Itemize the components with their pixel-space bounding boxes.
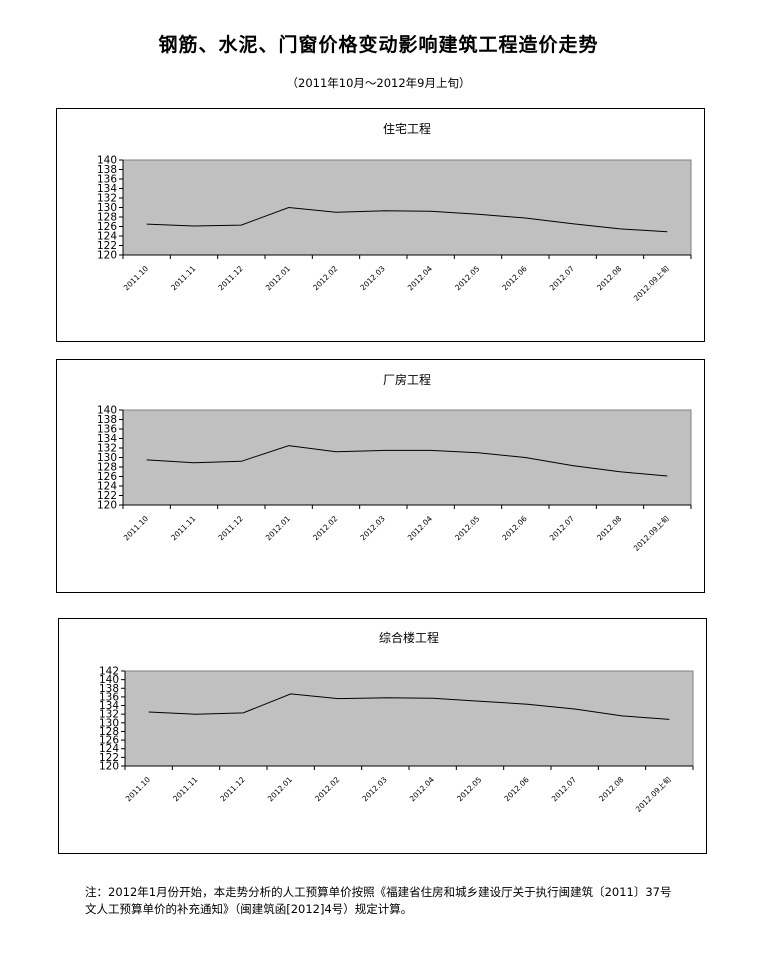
x-tick-label: 2012.07	[548, 514, 576, 542]
y-tick-label: 134	[97, 183, 117, 195]
y-tick-label: 138	[97, 414, 117, 426]
x-tick-label: 2012.09上旬	[631, 513, 671, 553]
y-tick-label: 132	[99, 709, 119, 721]
x-tick-label: 2012.08	[595, 514, 623, 542]
y-tick-label: 120	[99, 761, 119, 773]
x-tick-label: 2012.04	[408, 775, 436, 803]
x-tick-label: 2012.05	[453, 264, 481, 292]
y-tick-label: 124	[99, 743, 119, 755]
chart-title: 住宅工程	[383, 121, 431, 136]
y-tick-label: 134	[99, 700, 119, 712]
series-line	[146, 445, 668, 477]
y-tick-label: 130	[97, 452, 117, 464]
chart-complex: 综合楼工程 12012212412612813013213413613814014…	[99, 630, 694, 814]
y-tick-label: 126	[97, 471, 117, 483]
y-tick-label: 136	[99, 691, 119, 703]
x-tick-label: 2012.06	[500, 264, 528, 292]
y-tick-label: 140	[99, 674, 119, 686]
x-tick-label: 2012.01	[264, 514, 292, 542]
y-tick-label: 128	[99, 726, 119, 738]
x-tick-label: 2012.08	[597, 775, 625, 803]
y-tick-label: 120	[97, 500, 117, 512]
x-tick-label: 2011.12	[216, 514, 244, 542]
x-tick-label: 2012.03	[358, 264, 386, 292]
y-tick-label: 136	[97, 424, 117, 436]
y-tick-label: 124	[97, 231, 117, 243]
x-tick-label: 2011.12	[216, 264, 244, 292]
x-tick-label: 2011.11	[171, 775, 199, 803]
y-tick-label: 130	[97, 202, 117, 214]
y-tick-label: 124	[97, 481, 117, 493]
y-tick-label: 130	[99, 717, 119, 729]
y-tick-label: 128	[97, 462, 117, 474]
x-tick-label: 2012.02	[313, 775, 341, 803]
y-tick-label: 122	[97, 240, 117, 252]
chart-panel-residential: 住宅工程 120 122 124 126 128 130 132 134 136 138 140 201…	[56, 108, 705, 342]
x-tick-label: 2012.03	[360, 775, 388, 803]
footnote: 注：2012年1月份开始，本走势分析的人工预算单价按照《福建省住房和城乡建设厅关…	[85, 884, 705, 918]
x-tick-label: 2012.04	[406, 264, 434, 292]
chart-panel-complex: 综合楼工程 120 122 124 126 128 130 132 134 136 138 140 14…	[58, 618, 707, 854]
y-tick-label: 132	[97, 443, 117, 455]
y-tick-label: 128	[97, 212, 117, 224]
plot-area	[124, 670, 694, 767]
y-tick-label: 122	[97, 490, 117, 502]
y-tick-label: 142	[99, 666, 119, 678]
y-tick-label: 136	[97, 174, 117, 186]
plot-area	[122, 159, 692, 256]
x-tick-label: 2012.07	[550, 775, 578, 803]
page-subtitle: （2011年10月～2012年9月上旬）	[286, 76, 471, 90]
y-tick-label: 138	[97, 164, 117, 176]
chart-title: 厂房工程	[383, 372, 431, 387]
x-tick-label: 2012.03	[358, 514, 386, 542]
chart-title: 综合楼工程	[379, 630, 439, 645]
x-tick-label: 2012.01	[266, 775, 294, 803]
x-tick-label: 2012.01	[264, 264, 292, 292]
x-tick-label: 2012.02	[311, 264, 339, 292]
series-line	[148, 693, 670, 720]
x-tick-label: 2011.11	[169, 514, 197, 542]
x-tick-label: 2011.10	[124, 775, 152, 803]
x-tick-label: 2012.08	[595, 264, 623, 292]
y-tick-label: 126	[97, 221, 117, 233]
x-tick-label: 2011.12	[218, 775, 246, 803]
x-tick-label: 2011.10	[122, 514, 150, 542]
x-tick-label: 2011.10	[122, 264, 150, 292]
y-tick-label: 140	[97, 405, 117, 417]
x-tick-label: 2012.09上旬	[633, 774, 673, 814]
x-tick-label: 2012.09上旬	[631, 263, 671, 303]
y-tick-label: 120	[97, 250, 117, 262]
plot-area	[122, 409, 692, 506]
series-line	[146, 206, 668, 233]
y-tick-label: 140	[97, 155, 117, 167]
x-tick-label: 2011.11	[169, 264, 197, 292]
x-tick-label: 2012.05	[455, 775, 483, 803]
x-tick-label: 2012.07	[548, 264, 576, 292]
x-tick-label: 2012.05	[453, 514, 481, 542]
footnote-line-2: 文人工预算单价的补充通知》（闽建筑函[2012]4号）规定计算。	[85, 902, 413, 916]
x-tick-label: 2012.02	[311, 514, 339, 542]
y-tick-label: 132	[97, 193, 117, 205]
y-tick-label: 122	[99, 752, 119, 764]
y-tick-label: 138	[99, 683, 119, 695]
chart-panel-factory: 厂房工程 120 122 124 126 128 130 132 134 136 138 140 201…	[56, 359, 705, 593]
x-tick-label: 2012.04	[406, 514, 434, 542]
y-tick-label: 126	[99, 735, 119, 747]
x-tick-label: 2012.06	[500, 514, 528, 542]
x-tick-label: 2012.06	[502, 775, 530, 803]
page-title: 钢筋、水泥、门窗价格变动影响建筑工程造价走势	[158, 34, 599, 56]
footnote-line-1: 注：2012年1月份开始，本走势分析的人工预算单价按照《福建省住房和城乡建设厅关…	[85, 885, 672, 899]
y-tick-label: 134	[97, 433, 117, 445]
